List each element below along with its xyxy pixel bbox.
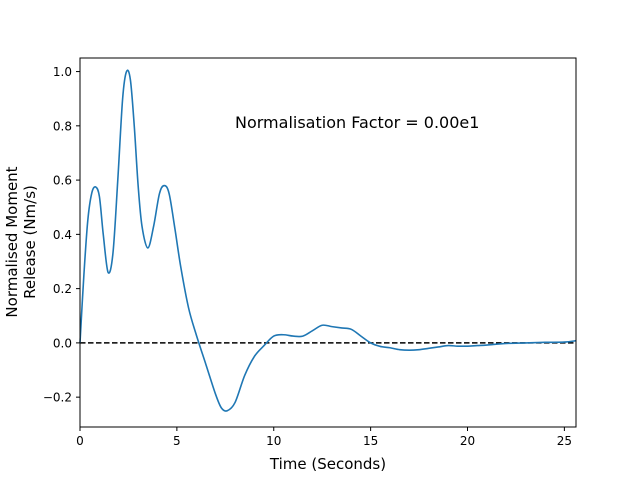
x-tick-label: 10: [266, 434, 281, 448]
series-line-0: [79, 69, 577, 412]
y-axis-label-line-2: Release (Nm/s): [21, 185, 39, 299]
x-axis-label: Time (Seconds): [269, 455, 386, 473]
x-tick-label: 25: [557, 434, 572, 448]
x-tick-label: 5: [173, 434, 181, 448]
axes-frame: [79, 57, 577, 428]
plot-content: [79, 69, 577, 412]
x-tick-label: 15: [363, 434, 378, 448]
y-tick-label: 0.8: [53, 119, 72, 133]
y-tick-label: 0.4: [53, 228, 72, 242]
y-tick-label: 1.0: [53, 65, 72, 79]
annotation-text: Normalisation Factor = 0.00e1: [235, 113, 479, 132]
y-tick-label: −0.2: [43, 391, 72, 405]
y-tick-label: 0.6: [53, 174, 72, 188]
y-axis-label: Normalised Moment Release (Nm/s): [3, 166, 39, 317]
axis-ticks: 0 5 10 15 20 25 −0.2 0.0 0.2 0.4 0.6 0.8 1.0: [43, 65, 572, 448]
x-tick-label: 20: [460, 434, 475, 448]
y-axis-label-line-1: Normalised Moment: [3, 166, 21, 317]
y-tick-label: 0.0: [53, 336, 72, 350]
x-tick-label: 0: [76, 434, 84, 448]
y-tick-label: 0.2: [53, 282, 72, 296]
